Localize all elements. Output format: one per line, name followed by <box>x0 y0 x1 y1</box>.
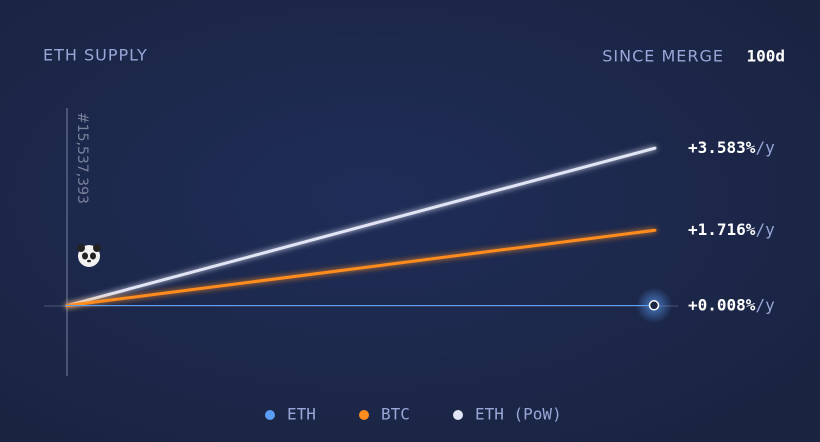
block-number: #15,537,393 <box>74 112 90 204</box>
period-label[interactable]: SINCE MERGE <box>602 47 724 66</box>
legend-item[interactable]: ETH (PoW) <box>453 405 562 424</box>
legend-item[interactable]: BTC <box>359 405 410 424</box>
series-line <box>65 228 657 308</box>
end-unit: /y <box>755 138 775 157</box>
end-label: +0.008%/y <box>688 295 775 314</box>
legend-swatch <box>359 410 369 420</box>
end-label: +1.716%/y <box>688 220 775 239</box>
chart-title: ETH SUPPLY <box>43 46 148 65</box>
end-label: +3.583%/y <box>688 138 775 157</box>
panda-icon <box>77 244 101 267</box>
legend-label: ETH (PoW) <box>475 405 562 424</box>
series-line <box>65 146 657 308</box>
end-value: +1.716% <box>688 220 756 239</box>
end-value: +3.583% <box>688 138 756 157</box>
legend-swatch <box>265 410 275 420</box>
end-unit: /y <box>755 295 775 314</box>
legend-item[interactable]: ETH <box>265 405 316 424</box>
end-unit: /y <box>755 220 775 239</box>
end-value: +0.008% <box>688 295 756 314</box>
hover-point <box>648 300 660 311</box>
legend-swatch <box>453 410 463 420</box>
legend-label: ETH <box>287 405 316 424</box>
period-value[interactable]: 100d <box>746 47 785 66</box>
legend-label: BTC <box>381 405 410 424</box>
